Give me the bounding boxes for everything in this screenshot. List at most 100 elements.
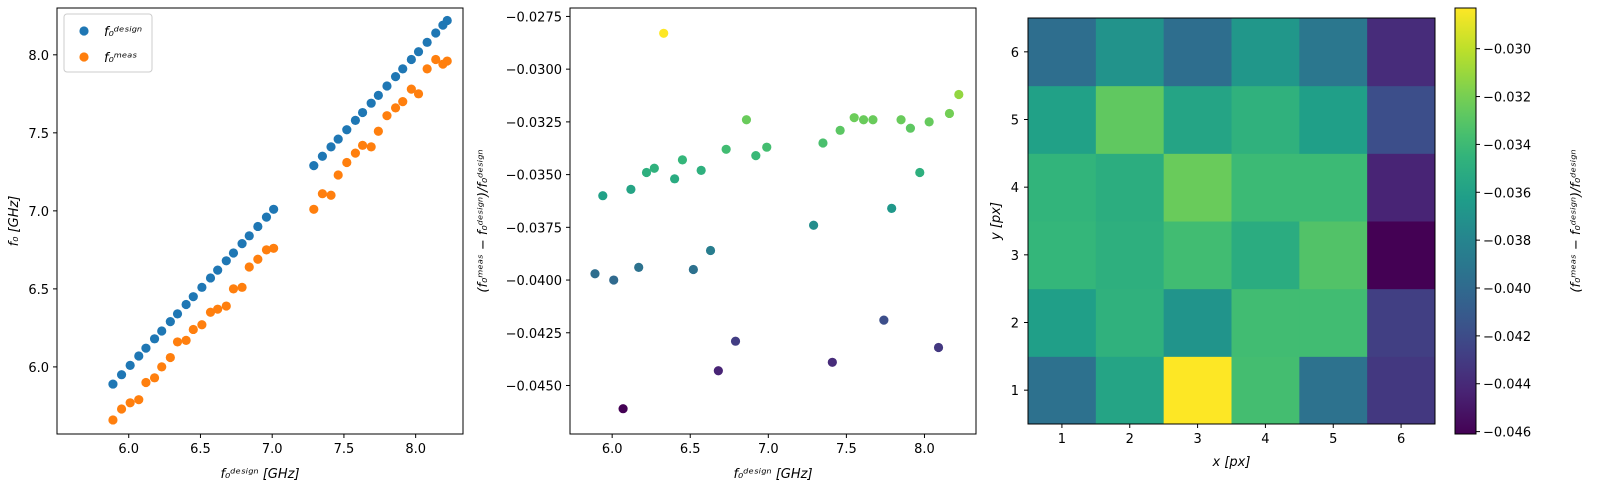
chart1-ytick-label: 6.0 [28,361,49,376]
chart1-point [406,84,416,94]
heatmap-cell [1028,153,1097,222]
heatmap-cell [1231,85,1300,154]
chart1-point [269,243,279,253]
colorbar-tick-label: −0.032 [1483,91,1531,106]
chart1-point [108,379,118,389]
heatmap-cell [1095,221,1165,290]
chart1-xtick-label: 7.0 [262,442,283,457]
heatmap-cell [1163,153,1232,222]
chart1-point [165,352,175,363]
chart1-point [309,161,319,171]
chart2-point [641,167,652,178]
chart2-frame [569,7,977,435]
chart1-point [366,142,376,152]
chart1-point [431,28,441,38]
colorbar-tick-label: −0.046 [1483,426,1531,441]
chart1-legend-label: f₀ᵐᵉᵃˢ [104,51,137,66]
chart2-point [609,275,619,285]
chart2-point [590,269,600,279]
heatmap-cell [1231,288,1300,357]
chart2-ytick-label: −0.0350 [506,169,562,184]
chart2-point [887,203,897,213]
chart1-point [244,262,254,272]
chart1-point [373,126,383,136]
chart3-xtick-label: 6 [1397,432,1405,447]
chart1-point [326,190,336,200]
chart2-point [762,142,772,152]
heatmap-cell [1163,288,1232,357]
chart2-point [954,89,964,100]
chart1-point [205,307,216,317]
chart1-point [197,320,207,330]
chart1-ytick-label: 7.5 [28,127,49,142]
chart2-point [835,125,845,135]
chart2-xtick-label: 7.5 [836,442,857,457]
chart1-point [422,64,432,74]
chart2-point [868,115,878,125]
chart1-ytick-label: 6.5 [28,283,49,298]
chart2-xtick-label: 8.0 [914,442,935,457]
chart1-legend-label: f₀ᵈᵉˢⁱᵍⁿ [104,25,142,40]
heatmap-cell [1095,85,1165,154]
heatmap-cell [1367,356,1436,425]
heatmap-cell [1028,356,1097,425]
heatmap-cell [1231,356,1300,425]
chart2-point [659,28,669,38]
chart1-ylabel: f₀ [GHz] [7,196,22,247]
chart1-point [237,282,247,292]
heatmap-cell [1299,18,1368,87]
heatmap-cell [1028,288,1097,357]
chart2-point [670,174,680,184]
chart1-point [181,335,191,345]
chart1-point [382,111,392,121]
chart1-point [422,37,432,47]
chart1-xlabel: f₀ᵈᵉˢⁱᵍⁿ [GHz] [220,467,299,482]
chart2-point [688,264,698,275]
chart1-point [261,245,272,255]
heatmap-cell [1299,356,1368,425]
chart1-point [125,398,135,408]
heatmap-cell [1367,153,1436,222]
chart1-point [228,248,239,258]
heatmap-cell [1367,288,1436,357]
heatmap-cell [1299,288,1368,357]
chart3-ytick-label: 3 [1011,249,1019,264]
chart1-point [165,317,175,327]
chart1-point [269,204,279,214]
chart1-point [326,142,336,152]
chart1-ytick-label: 7.0 [28,205,49,220]
chart2-point [905,123,916,133]
heatmap-cell [1095,356,1165,425]
chart2-point [649,163,659,173]
chart1-point [442,56,452,66]
chart1-point [213,265,223,275]
chart2-ytick-label: −0.0400 [506,274,562,289]
chart1-point [157,326,167,336]
heatmap-cell [1367,18,1436,87]
chart1-point [205,273,216,283]
heatmap-cell [1163,221,1232,290]
chart1-point [261,212,272,222]
chart3-ytick-label: 2 [1011,317,1019,332]
chart3-ylabel: y [px] [989,202,1004,241]
chart2-point [809,220,819,230]
chart1-point [188,324,198,335]
chart1-point [342,157,352,168]
chart1-point [149,334,160,344]
chart1-point [221,256,231,266]
chart2-point [713,366,723,376]
chart2-xlabel: f₀ᵈᵉˢⁱᵍⁿ [GHz] [733,467,812,482]
chart2-point [634,262,644,272]
colorbar-tick-label: −0.040 [1483,282,1531,297]
chart3-ytick-label: 5 [1011,114,1019,129]
chart1-point [398,97,408,107]
chart3-ytick-label: 4 [1011,181,1019,196]
heatmap-cell [1231,18,1300,87]
chart1-point [366,98,376,108]
chart1-point [116,404,127,414]
chart1-point [390,103,401,113]
chart2-point [677,155,688,165]
chart2-point [944,108,955,119]
colorbar [1454,7,1477,435]
